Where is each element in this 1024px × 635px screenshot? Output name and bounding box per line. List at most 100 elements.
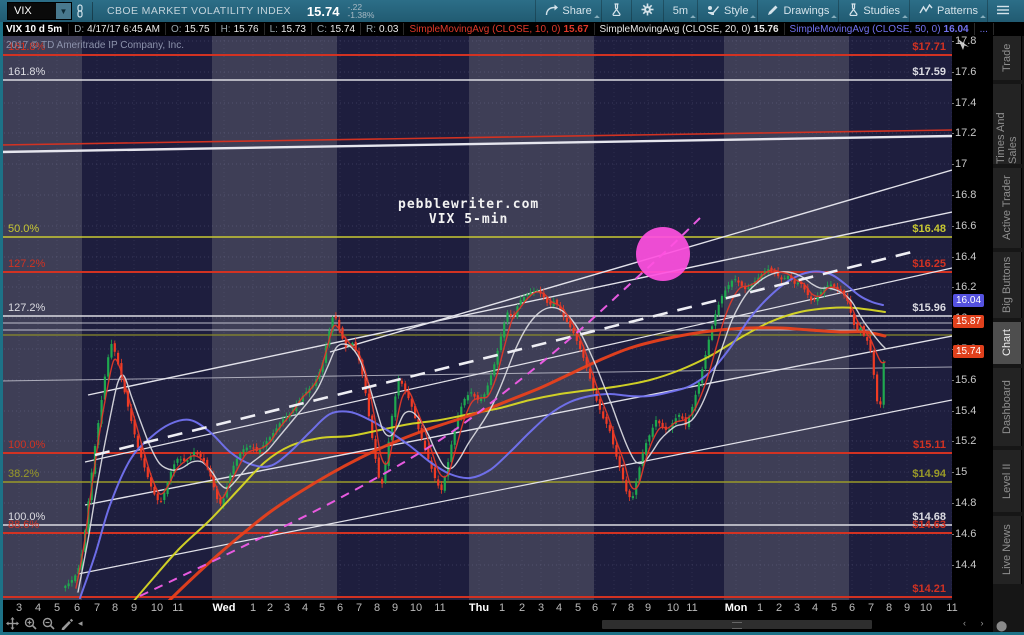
watermark-line2: VIX 5-min — [428, 212, 509, 227]
cursor-tool-icon[interactable] — [956, 38, 970, 57]
svg-text:$14.63: $14.63 — [912, 519, 946, 531]
svg-text:$17.59: $17.59 — [912, 66, 946, 78]
time-tick: 5 — [53, 602, 61, 614]
time-tick: Mon — [724, 602, 748, 614]
svg-text:161.8%: 161.8% — [8, 66, 46, 78]
divider — [92, 2, 93, 20]
svg-text:$14.21: $14.21 — [912, 583, 946, 595]
horizontal-scrollbar[interactable] — [602, 620, 872, 629]
price-badge: 15.87 — [953, 315, 985, 328]
time-tick: Wed — [212, 602, 236, 614]
price-change: -.22 -1.38% — [347, 3, 374, 20]
pan-icon[interactable] — [6, 617, 19, 630]
time-tick: Thu — [468, 602, 490, 614]
price-tick: 14.8 — [951, 497, 977, 509]
study-readout[interactable]: SimpleMovingAvg (CLOSE, 10, 0) 15.67 — [404, 23, 595, 35]
button-label: Studies — [863, 5, 901, 17]
chart-canvas[interactable]: 161.8% $17.71 161.8% $17.59 50.0% $16.48 127.2… — [0, 36, 952, 600]
price-axis[interactable]: 17.817.617.417.21716.816.616.416.21615.8… — [951, 35, 993, 600]
top-toolbar: VIX ▼ CBOE MARKET VOLATILITY INDEX 15.74… — [0, 0, 1024, 22]
sidebar-gear-icon[interactable]: ⬤ — [996, 621, 1008, 632]
sidebar-tab-live-news[interactable]: Live News — [993, 516, 1022, 584]
time-tick: 9 — [391, 602, 399, 614]
sidebar-tab-big-buttons[interactable]: Big Buttons — [993, 252, 1022, 318]
ohlc-fields: D: 4/17/17 6:45 AM O: 15.75 H: 15.76 L: 15.73 C:… — [69, 23, 994, 35]
price-tick: 16.4 — [951, 251, 977, 263]
time-tick: 1 — [756, 602, 764, 614]
sidebar-tab-chart[interactable]: Chart — [993, 322, 1022, 364]
price-badge: 16.04 — [953, 294, 985, 307]
symbol-description: CBOE MARKET VOLATILITY INDEX — [107, 5, 291, 17]
price-tick: 16.6 — [951, 220, 977, 232]
time-tick: 8 — [111, 602, 119, 614]
ohlc-field: H: 15.76 — [216, 23, 265, 35]
drawings-button[interactable]: Drawings — [757, 0, 838, 22]
sidebar-tab-times-and-sales[interactable]: Times And Sales — [993, 84, 1022, 164]
time-tick: 3 — [15, 602, 23, 614]
zoom-out-icon[interactable] — [42, 617, 55, 630]
svg-text:100.0%: 100.0% — [8, 511, 46, 523]
chart-watermark: pebblewriter.com VIX 5-min — [398, 197, 539, 227]
price-tick: 16.8 — [951, 189, 977, 201]
share-button[interactable]: Share — [535, 0, 600, 22]
price-tick: 14.6 — [951, 528, 977, 540]
time-tick: 6 — [591, 602, 599, 614]
gear-icon — [641, 3, 654, 19]
time-tick: 2 — [518, 602, 526, 614]
study-readout[interactable]: SimpleMovingAvg (CLOSE, 50, 0) 16.04 — [785, 23, 975, 35]
sidebar-tab-level-ii[interactable]: Level II — [993, 450, 1022, 512]
ohlc-field: O: 15.75 — [166, 23, 216, 35]
zoom-in-icon[interactable] — [24, 617, 37, 630]
time-tick: 4 — [811, 602, 819, 614]
price-tick: 16.2 — [951, 281, 977, 293]
time-tick: 11 — [686, 602, 698, 614]
price-tick: 17.6 — [951, 66, 977, 78]
svg-text:$15.96: $15.96 — [912, 302, 946, 314]
link-icon[interactable] — [75, 4, 85, 18]
time-tick: 8 — [885, 602, 893, 614]
ohlc-field: R: 0.03 — [361, 23, 405, 35]
time-tick: 11 — [946, 602, 958, 614]
svg-text:127.2%: 127.2% — [8, 302, 46, 314]
price-tick: 15.2 — [951, 435, 977, 447]
symbol-input[interactable]: VIX ▼ — [7, 2, 72, 20]
scroll-arrows[interactable]: ‹ › — [963, 618, 990, 628]
study-readout[interactable]: SimpleMovingAvg (CLOSE, 20, 0) 15.76 — [595, 23, 785, 35]
price-tick: 15.4 — [951, 405, 977, 417]
style-icon — [707, 4, 720, 19]
patterns-button[interactable]: Patterns — [909, 0, 987, 22]
pencil-icon — [767, 4, 779, 19]
price-tick: 15 — [951, 466, 968, 478]
scroll-left-icon[interactable]: ◂ — [78, 618, 83, 628]
chart-data-row: VIX 10 d 5m D: 4/17/17 6:45 AM O: 15.75 H: 15… — [0, 22, 1024, 36]
svg-text:$16.25: $16.25 — [912, 258, 946, 270]
sidebar-tab-active-trader[interactable]: Active Trader — [993, 168, 1022, 248]
symbol-dropdown-button[interactable]: ▼ — [56, 3, 71, 19]
window-edge-bottom — [0, 632, 1024, 635]
draw-icon[interactable] — [60, 617, 73, 630]
time-tick: 9 — [644, 602, 652, 614]
time-tick: 7 — [867, 602, 875, 614]
sidebar-tab-dashboard[interactable]: Dashboard — [993, 368, 1022, 446]
menu-icon — [997, 5, 1009, 18]
time-tick: 5 — [318, 602, 326, 614]
time-tick: 9 — [130, 602, 138, 614]
style-button[interactable]: Style — [697, 0, 757, 22]
svg-text:127.2%: 127.2% — [8, 258, 46, 270]
time-tick: 3 — [793, 602, 801, 614]
flask-button[interactable] — [600, 0, 631, 22]
menu-button[interactable] — [987, 0, 1018, 22]
5m-button[interactable]: 5m — [662, 0, 697, 22]
price-tick: 17 — [951, 158, 968, 170]
time-axis[interactable]: 3 4 5 6 7 8 9 10 11 Wed 1 2 3 4 5 6 7 8 9 10 11 Thu 1 2 3 4 5 6 7 8 9 1… — [0, 600, 993, 617]
gear-button[interactable] — [630, 0, 663, 22]
bottom-bar: ◂ ‹ › ◄► — [0, 617, 1024, 632]
sidebar-tab-trade[interactable]: Trade — [993, 36, 1022, 80]
symbol-value[interactable]: VIX — [14, 5, 32, 17]
studies-button[interactable]: Studies — [838, 0, 909, 22]
svg-text:$15.11: $15.11 — [913, 439, 946, 451]
svg-text:161.8%: 161.8% — [8, 41, 46, 53]
button-label: Style — [724, 5, 749, 17]
time-tick: 10 — [919, 602, 933, 614]
study-readout[interactable]: ... — [975, 23, 994, 35]
